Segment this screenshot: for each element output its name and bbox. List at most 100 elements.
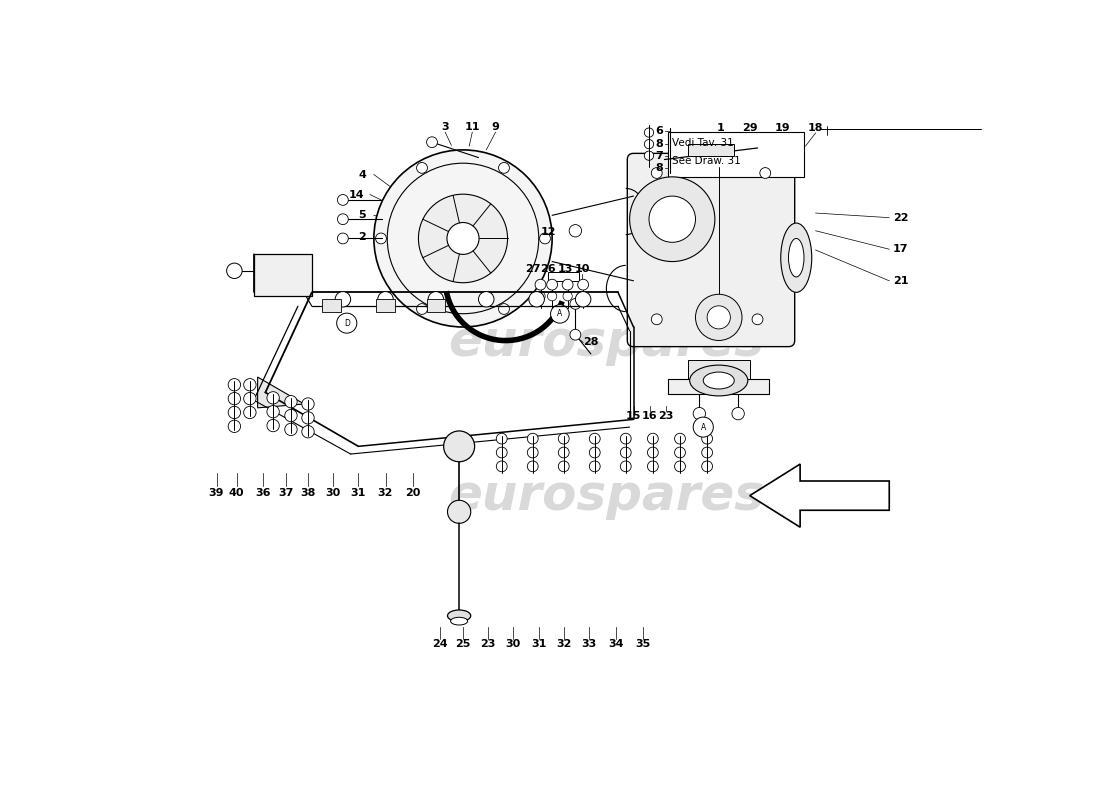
Circle shape: [693, 407, 705, 420]
Text: 20: 20: [405, 487, 420, 498]
Circle shape: [535, 279, 546, 290]
Text: 28: 28: [583, 338, 598, 347]
Circle shape: [228, 378, 241, 391]
Circle shape: [590, 434, 601, 444]
Text: 39: 39: [209, 487, 224, 498]
Text: 7: 7: [656, 151, 663, 161]
Text: 23: 23: [480, 639, 495, 650]
Text: 11: 11: [464, 122, 480, 132]
Circle shape: [448, 500, 471, 523]
Circle shape: [244, 378, 256, 391]
Bar: [688, 144, 735, 156]
Circle shape: [563, 291, 572, 301]
Circle shape: [443, 431, 474, 462]
Text: 30: 30: [326, 487, 340, 498]
Text: eurospares: eurospares: [449, 318, 764, 366]
Circle shape: [529, 291, 544, 307]
Circle shape: [559, 447, 569, 458]
Circle shape: [695, 294, 743, 341]
Circle shape: [548, 291, 557, 301]
Circle shape: [301, 398, 315, 410]
Text: 26: 26: [540, 264, 557, 274]
Circle shape: [590, 447, 601, 458]
Circle shape: [496, 434, 507, 444]
Text: 4: 4: [359, 170, 366, 179]
Circle shape: [569, 225, 582, 237]
Circle shape: [374, 150, 552, 327]
Circle shape: [648, 461, 658, 472]
Circle shape: [732, 407, 745, 420]
Polygon shape: [257, 377, 304, 408]
Text: D: D: [344, 318, 350, 328]
Circle shape: [702, 447, 713, 458]
Circle shape: [645, 128, 653, 137]
Text: 18: 18: [807, 123, 824, 134]
Circle shape: [301, 412, 315, 424]
Text: 21: 21: [893, 276, 909, 286]
Circle shape: [645, 139, 653, 149]
Text: 13: 13: [558, 264, 573, 274]
Circle shape: [578, 279, 588, 290]
Circle shape: [498, 162, 509, 174]
Circle shape: [228, 393, 241, 405]
Circle shape: [527, 434, 538, 444]
Circle shape: [244, 406, 256, 418]
Circle shape: [674, 447, 685, 458]
Text: 38: 38: [300, 487, 316, 498]
Text: 34: 34: [608, 639, 624, 650]
Text: 35: 35: [635, 639, 650, 650]
Text: 16: 16: [642, 410, 658, 421]
Circle shape: [648, 447, 658, 458]
Polygon shape: [750, 464, 889, 527]
Circle shape: [387, 163, 539, 314]
Circle shape: [674, 434, 685, 444]
Text: 19: 19: [774, 123, 790, 134]
Circle shape: [562, 279, 573, 290]
Circle shape: [674, 461, 685, 472]
Circle shape: [427, 137, 438, 147]
Circle shape: [228, 406, 241, 418]
Text: 27: 27: [525, 264, 540, 274]
Bar: [669, 379, 769, 394]
Circle shape: [590, 461, 601, 472]
Circle shape: [338, 214, 349, 225]
Text: 22: 22: [893, 213, 909, 222]
Circle shape: [285, 423, 297, 435]
Circle shape: [337, 313, 356, 333]
Text: 30: 30: [506, 639, 521, 650]
Text: 36: 36: [255, 487, 271, 498]
Bar: [427, 299, 446, 311]
Text: 32: 32: [557, 639, 571, 650]
Circle shape: [338, 233, 349, 244]
Circle shape: [285, 410, 297, 422]
Circle shape: [336, 291, 351, 307]
Text: 8: 8: [656, 138, 663, 149]
Text: 5: 5: [359, 210, 366, 220]
Bar: [376, 299, 395, 311]
Circle shape: [559, 434, 569, 444]
Circle shape: [702, 434, 713, 444]
Bar: [254, 254, 312, 296]
Circle shape: [227, 263, 242, 278]
Circle shape: [478, 291, 494, 307]
Text: 9: 9: [492, 122, 499, 132]
Bar: [548, 271, 580, 281]
Circle shape: [645, 151, 653, 160]
Text: 24: 24: [432, 639, 448, 650]
Circle shape: [651, 314, 662, 325]
Text: 32: 32: [377, 487, 393, 498]
Text: 17: 17: [893, 244, 909, 254]
Text: 23: 23: [659, 410, 673, 421]
Circle shape: [428, 291, 443, 307]
Ellipse shape: [448, 610, 471, 622]
Circle shape: [651, 168, 662, 178]
Text: 8: 8: [656, 163, 663, 174]
Circle shape: [536, 291, 546, 301]
Circle shape: [570, 298, 581, 310]
Text: 6: 6: [656, 126, 663, 136]
Circle shape: [285, 395, 297, 408]
Ellipse shape: [703, 372, 735, 389]
Circle shape: [417, 304, 428, 314]
Text: Vedi Tav. 31: Vedi Tav. 31: [672, 138, 734, 148]
Ellipse shape: [781, 223, 812, 292]
